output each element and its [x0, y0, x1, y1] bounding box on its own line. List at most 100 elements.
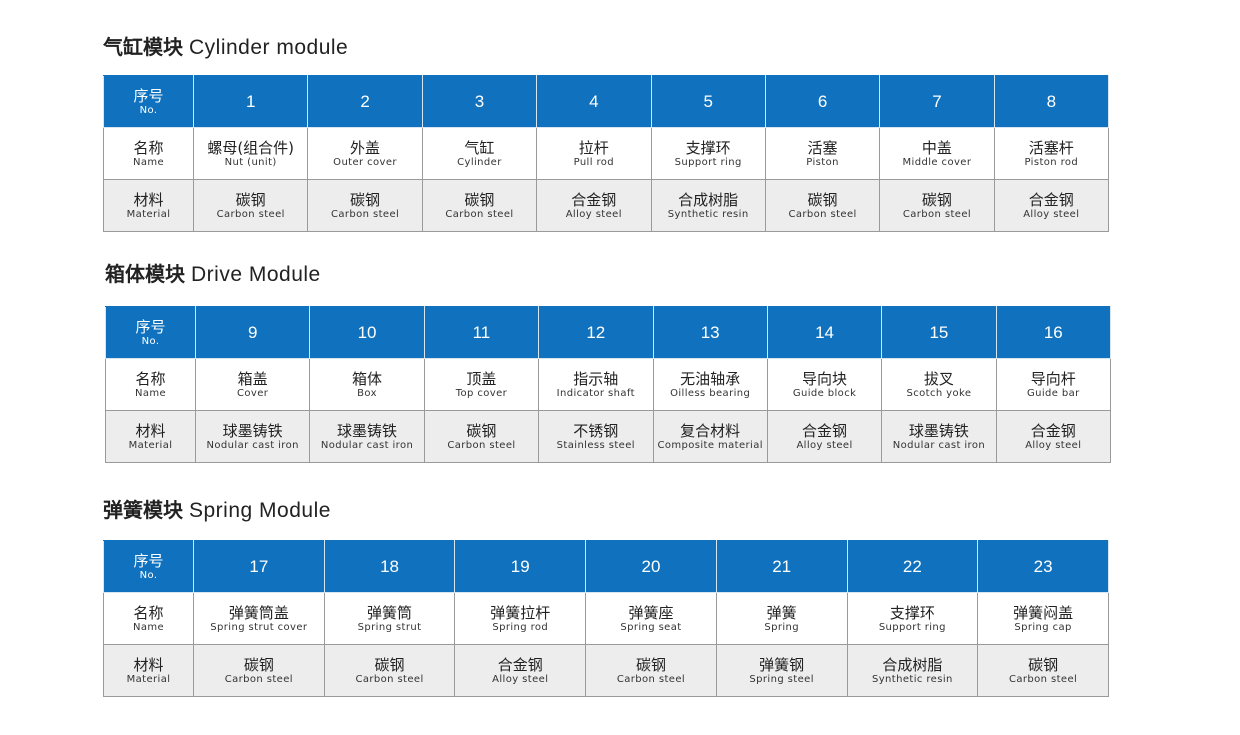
part-number: 5 [650, 75, 766, 128]
part-number: 22 [846, 540, 979, 593]
material-en: Nodular cast iron [206, 439, 299, 451]
part-name-zh: 弹簧筒盖 [228, 603, 289, 622]
part-name-en: Spring strut [357, 621, 422, 633]
material-zh: 复合材料 [680, 421, 741, 440]
part-material-cell: 球墨铸铁 Nodular cast iron [194, 410, 311, 463]
material-label-en: Material [126, 673, 171, 685]
material-en: Carbon steel [216, 208, 285, 220]
part-material-cell: 合成树脂 Synthetic resin [846, 644, 979, 697]
part-name-en: Nut (unit) [224, 156, 277, 168]
part-name-cell: 弹簧 Spring [715, 592, 848, 645]
part-name-cell: 螺母(组合件) Nut (unit) [192, 127, 309, 180]
part-name-zh: 活塞 [807, 138, 838, 157]
parts-table: 序号 No. 1 2 3 4 5 6 7 8 名称 Name 螺母(组合件) Nut (unit) 外盖 Ou… [103, 75, 1110, 232]
material-row: 材料 Material 碳钢 Carbon steel 碳钢 Carbon steel 碳钢… [103, 179, 1110, 232]
material-zh: 碳钢 [466, 421, 497, 440]
name-label-en: Name [134, 387, 167, 399]
part-name-en: Guide block [792, 387, 857, 399]
part-number: 4 [536, 75, 652, 128]
part-material-cell: 合金钢 Alloy steel [454, 644, 587, 697]
part-name-en: Support ring [878, 621, 946, 633]
part-material-cell: 碳钢 Carbon steel [421, 179, 538, 232]
material-zh: 碳钢 [243, 655, 274, 674]
parts-table: 序号 No. 9 10 11 12 13 14 15 16 名称 Name 箱盖 Cover 箱体 Box 顶盖… [105, 306, 1112, 463]
row-header-no: 序号 No. [103, 75, 194, 128]
part-name-cell: 外盖 Outer cover [307, 127, 423, 180]
material-en: Alloy steel [565, 208, 622, 220]
row-header-no: 序号 No. [103, 540, 194, 593]
part-material-cell: 弹簧钢 Spring steel [715, 644, 848, 697]
material-zh: 合成树脂 [678, 190, 739, 209]
part-number: 8 [993, 75, 1110, 128]
row-header-name: 名称 Name [103, 127, 194, 180]
material-label-en: Material [128, 439, 173, 451]
part-name-cell: 弹簧座 Spring seat [585, 592, 717, 645]
material-zh: 不锈钢 [573, 421, 619, 440]
part-material-cell: 碳钢 Carbon steel [307, 179, 423, 232]
part-name-cell: 箱体 Box [309, 358, 425, 411]
part-number: 13 [652, 306, 768, 359]
part-material-cell: 球墨铸铁 Nodular cast iron [881, 410, 997, 463]
part-name-cell: 支撑环 Support ring [650, 127, 766, 180]
name-label-zh: 名称 [133, 138, 164, 157]
no-label-en: No. [141, 335, 160, 347]
part-name-zh: 箱盖 [237, 369, 268, 388]
row-header-material: 材料 Material [103, 644, 194, 697]
material-zh: 球墨铸铁 [908, 421, 969, 440]
no-label-en: No. [139, 104, 158, 116]
part-number: 10 [309, 306, 425, 359]
part-name-zh: 弹簧闷盖 [1013, 603, 1074, 622]
part-name-zh: 无油轴承 [680, 369, 741, 388]
material-row: 材料 Material 碳钢 Carbon steel 碳钢 Carbon steel 合金… [103, 644, 1109, 697]
row-header-name: 名称 Name [103, 592, 194, 645]
part-number: 21 [715, 540, 848, 593]
part-name-en: Outer cover [333, 156, 397, 168]
material-label-zh: 材料 [133, 190, 164, 209]
part-name-cell: 拔叉 Scotch yoke [881, 358, 997, 411]
part-name-cell: 中盖 Middle cover [879, 127, 995, 180]
part-name-zh: 活塞杆 [1028, 138, 1074, 157]
name-row: 名称 Name 弹簧筒盖 Spring strut cover 弹簧筒 Spring st… [103, 592, 1109, 645]
part-name-en: Middle cover [902, 156, 972, 168]
row-header-material: 材料 Material [103, 179, 194, 232]
material-zh: 合金钢 [1030, 421, 1076, 440]
number-row: 序号 No. 1 2 3 4 5 6 7 8 [103, 75, 1110, 128]
part-name-en: Guide bar [1026, 387, 1080, 399]
material-zh: 碳钢 [1028, 655, 1059, 674]
part-number: 6 [764, 75, 881, 128]
section-title: 弹簧模块 Spring Module [103, 498, 331, 523]
material-zh: 碳钢 [374, 655, 405, 674]
part-number: 20 [585, 540, 717, 593]
material-en: Synthetic resin [871, 673, 953, 685]
material-en: Carbon steel [330, 208, 400, 220]
part-name-zh: 支撑环 [685, 138, 731, 157]
part-name-zh: 外盖 [350, 138, 381, 157]
part-name-zh: 导向块 [802, 369, 848, 388]
number-row: 序号 No. 17 18 19 20 21 22 23 [103, 540, 1109, 593]
material-en: Alloy steel [1023, 208, 1080, 220]
material-en: Carbon steel [616, 673, 686, 685]
material-row: 材料 Material 球墨铸铁 Nodular cast iron 球墨铸铁 Nodul… [105, 410, 1112, 463]
part-name-zh: 弹簧座 [628, 603, 674, 622]
part-name-zh: 螺母(组合件) [207, 138, 295, 157]
part-name-cell: 活塞 Piston [764, 127, 881, 180]
part-number: 9 [194, 306, 311, 359]
part-name-cell: 箱盖 Cover [194, 358, 311, 411]
material-zh: 碳钢 [350, 190, 381, 209]
material-label-zh: 材料 [135, 421, 166, 440]
part-number: 12 [538, 306, 654, 359]
row-header-material: 材料 Material [105, 410, 196, 463]
name-label-en: Name [132, 621, 165, 633]
part-number: 3 [421, 75, 538, 128]
part-name-zh: 拔叉 [923, 369, 954, 388]
material-en: Alloy steel [1025, 439, 1082, 451]
part-number: 16 [995, 306, 1112, 359]
material-en: Carbon steel [1008, 673, 1078, 685]
part-name-cell: 拉杆 Pull rod [536, 127, 652, 180]
name-row: 名称 Name 箱盖 Cover 箱体 Box 顶盖 Top cover 指示轴 Indicato… [105, 358, 1112, 411]
name-row: 名称 Name 螺母(组合件) Nut (unit) 外盖 Outer cover 气缸 Cy… [103, 127, 1110, 180]
part-number: 2 [307, 75, 423, 128]
part-name-zh: 拉杆 [578, 138, 609, 157]
part-material-cell: 碳钢 Carbon steel [193, 644, 325, 697]
part-name-en: Spring seat [620, 621, 682, 633]
